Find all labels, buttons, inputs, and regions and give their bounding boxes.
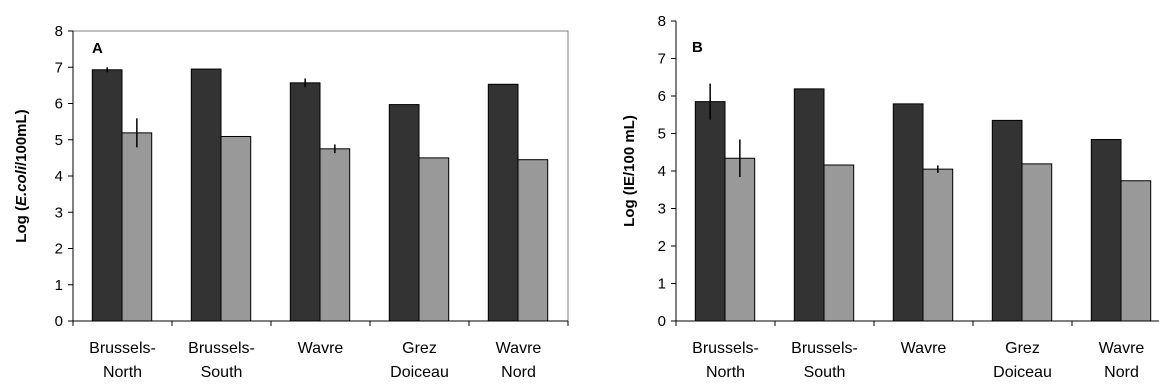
bar: [793, 88, 825, 322]
bar: [892, 103, 924, 322]
bar: [121, 132, 153, 322]
panel-label: B: [692, 39, 703, 56]
panel-label: A: [92, 40, 103, 57]
y-tick-label: 7: [658, 51, 666, 68]
y-tick-label: 1: [55, 277, 63, 294]
bar: [1120, 180, 1152, 322]
y-tick-label: 2: [55, 241, 63, 258]
bar: [418, 157, 450, 322]
bar: [1021, 163, 1053, 322]
y-axis-label-part: Log (: [13, 206, 30, 243]
x-category-label: Doiceau: [993, 364, 1052, 381]
x-category-label: Wavre: [1099, 340, 1145, 357]
y-tick-label: 2: [658, 238, 666, 255]
bar: [388, 104, 420, 322]
x-category-label: Grez: [1005, 340, 1040, 357]
bar: [319, 148, 351, 322]
bar: [823, 164, 855, 322]
bar: [991, 119, 1023, 322]
chart-a-svg: 0 1 2 3 4 5 6 7 8 Brussels- North Brussels- South Wav…: [13, 23, 569, 381]
x-category-label: North: [103, 364, 142, 381]
x-category-label: South: [201, 364, 243, 381]
x-category-label: Brussels-: [692, 340, 759, 357]
bar: [694, 101, 726, 322]
y-tick-label: 6: [658, 88, 666, 105]
x-category-label: Wavre: [298, 340, 344, 357]
y-axis-label: Log (E.coli/100mL): [13, 109, 30, 242]
y-tick-label: 5: [55, 132, 63, 149]
y-axis-label-part: /100mL): [13, 109, 30, 166]
bar: [91, 69, 123, 322]
chart-b-svg: 0 1 2 3 4 5 6 7 8 Brussels- North Brussels- South Wav…: [621, 13, 1159, 381]
x-category-label: Doiceau: [390, 364, 449, 381]
chart-panel-a: 0 1 2 3 4 5 6 7 8 Brussels- North Brussels- South Wav…: [13, 23, 569, 381]
y-tick-label: 5: [658, 126, 666, 143]
y-tick-label: 4: [658, 163, 666, 180]
x-category-label: Brussels-: [89, 340, 156, 357]
x-category-label: South: [804, 364, 846, 381]
y-axis-label-part: Log (IE/100 mL): [621, 115, 638, 227]
x-category-label: Nord: [501, 364, 536, 381]
y-tick-label: 4: [55, 168, 63, 185]
y-tick-label: 3: [658, 201, 666, 218]
y-axis-label-part: E.coli: [13, 165, 30, 206]
x-category-label: North: [706, 364, 745, 381]
y-tick-label: 8: [658, 13, 666, 30]
y-tick-label: 6: [55, 96, 63, 113]
y-tick-label: 3: [55, 204, 63, 221]
x-category-label: Brussels-: [791, 340, 858, 357]
bar: [220, 135, 252, 322]
y-tick-label: 7: [55, 59, 63, 76]
x-category-label: Nord: [1104, 364, 1139, 381]
bar: [922, 168, 954, 322]
bar: [487, 83, 519, 322]
y-tick-label: 0: [55, 313, 63, 330]
x-category-label: Brussels-: [188, 340, 255, 357]
y-tick-label: 1: [658, 276, 666, 293]
y-tick-label: 0: [658, 313, 666, 330]
x-category-label: Wavre: [496, 340, 542, 357]
bar: [517, 159, 549, 322]
chart-panel-b: 0 1 2 3 4 5 6 7 8 Brussels- North Brussels- South Wav…: [580, 0, 1159, 387]
x-category-label: Grez: [402, 340, 437, 357]
x-category-label: Wavre: [901, 340, 947, 357]
bar: [190, 68, 222, 322]
bar: [724, 157, 756, 322]
y-tick-label: 8: [55, 23, 63, 40]
bar: [289, 82, 321, 322]
bar: [1090, 139, 1122, 322]
y-axis-label: Log (IE/100 mL): [621, 115, 638, 227]
